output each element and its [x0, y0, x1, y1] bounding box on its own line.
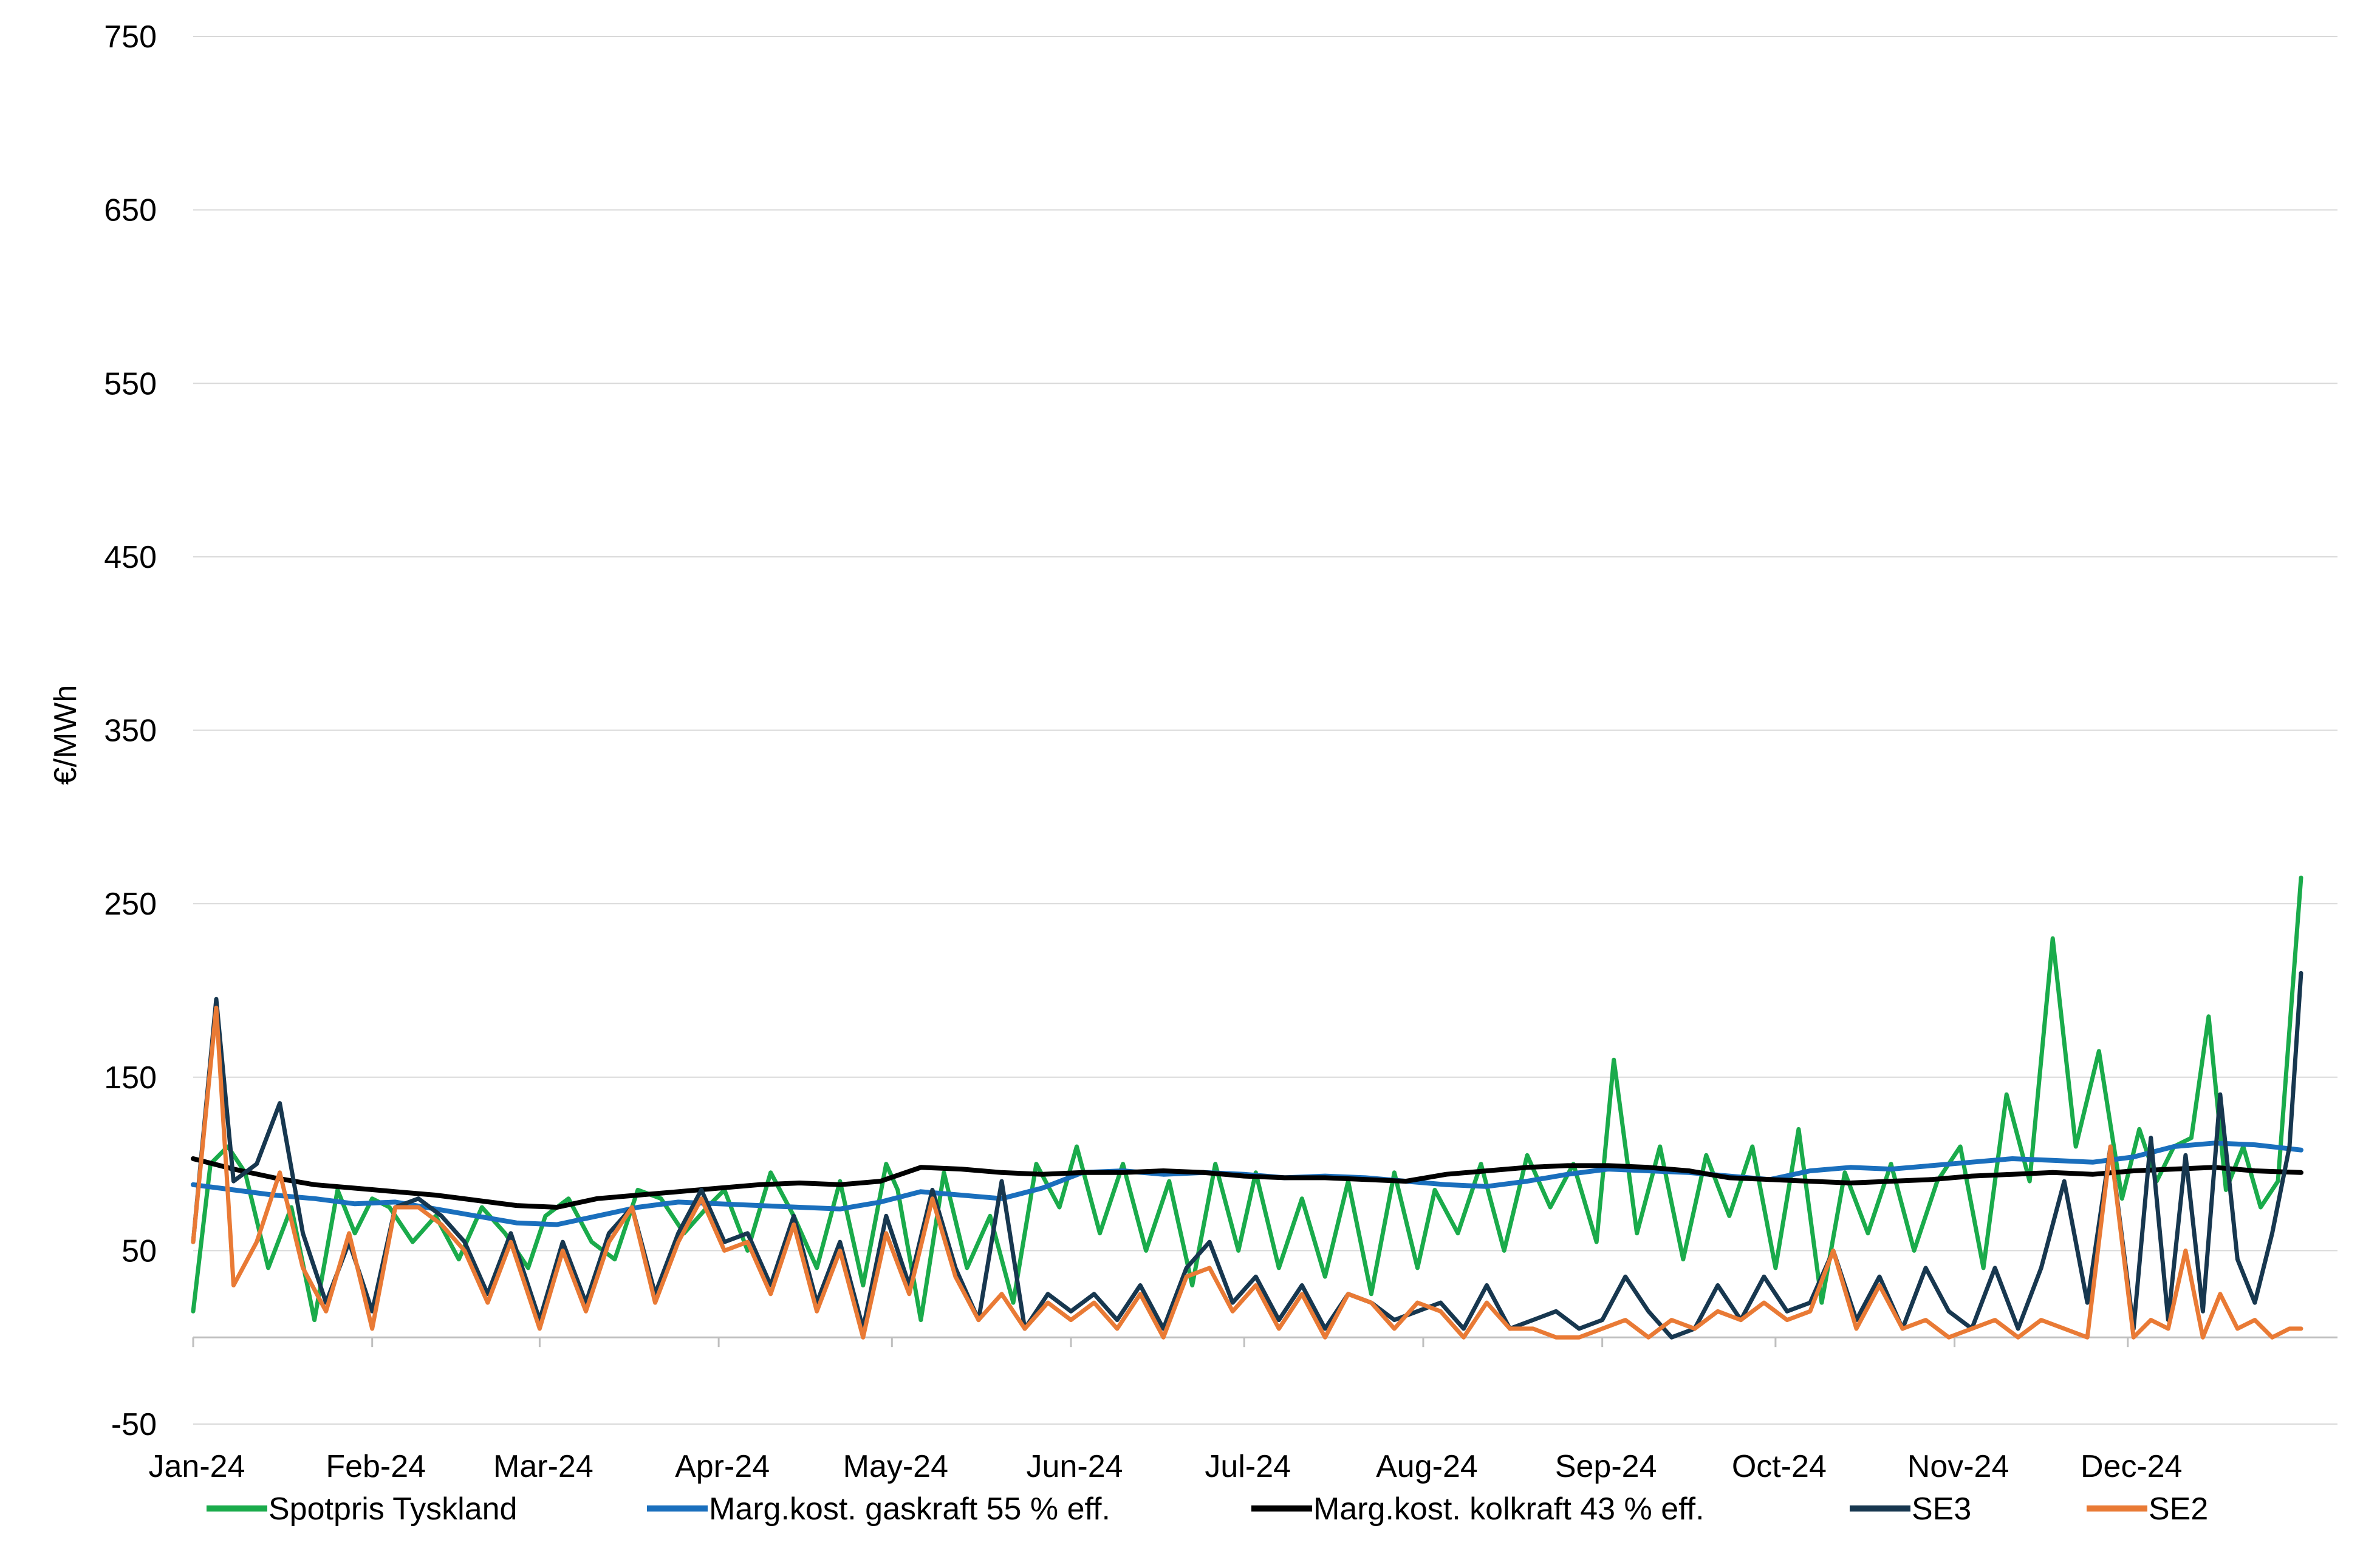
y-tick-label: -50: [111, 1407, 157, 1442]
series-line-5: [191, 1006, 2303, 1340]
legend-label: SE2: [2149, 1491, 2208, 1527]
x-axis-labels: Jan-24 Feb-24 Mar-24 Apr-24 May-24 Jun-24 Jul-…: [149, 1449, 2183, 1484]
y-tick-label: 50: [121, 1233, 157, 1269]
y-tick-label: 150: [104, 1060, 157, 1096]
x-axis: [192, 1336, 2337, 1348]
y-tick-label: 350: [104, 714, 157, 749]
series-line-3: [191, 1156, 2303, 1210]
x-tick-label: Nov-24: [1907, 1449, 2009, 1484]
x-tick-label: Aug-24: [1376, 1449, 1478, 1484]
x-tick-label: Jul-24: [1205, 1449, 1291, 1484]
y-tick-label: 550: [104, 366, 157, 401]
y-tick-label: 250: [104, 887, 157, 922]
x-tick-label: Feb-24: [326, 1449, 426, 1484]
y-tick-label: 450: [104, 540, 157, 575]
x-tick-label: May-24: [843, 1449, 948, 1484]
y-axis-title: €/MWh: [48, 685, 83, 785]
series-line-4: [191, 970, 2303, 1340]
x-tick-label: Sep-24: [1555, 1449, 1657, 1484]
x-tick-label: Jun-24: [1027, 1449, 1123, 1484]
x-tick-label: Oct-24: [1732, 1449, 1827, 1484]
x-tick-label: Apr-24: [675, 1449, 770, 1484]
x-tick-label: Dec-24: [2081, 1449, 2183, 1484]
x-tick-label: Jan-24: [149, 1449, 245, 1484]
legend: Spotpris Tyskland Marg.kost. gaskraft 55 …: [207, 1491, 2208, 1527]
y-tick-label: 650: [104, 193, 157, 228]
y-axis: -50 50 150 250 350 450 550 650 750: [104, 19, 157, 1442]
series-lines: [191, 875, 2303, 1340]
legend-label: SE3: [1912, 1491, 1971, 1527]
y-tick-label: 750: [104, 19, 157, 55]
legend-label: Spotpris Tyskland: [268, 1491, 517, 1527]
x-tick-label: Mar-24: [493, 1449, 593, 1484]
gridlines: [193, 36, 2337, 1425]
legend-label: Marg.kost. kolkraft 43 % eff.: [1313, 1491, 1705, 1527]
legend-label: Marg.kost. gaskraft 55 % eff.: [709, 1491, 1110, 1527]
series-line-1: [191, 875, 2303, 1323]
